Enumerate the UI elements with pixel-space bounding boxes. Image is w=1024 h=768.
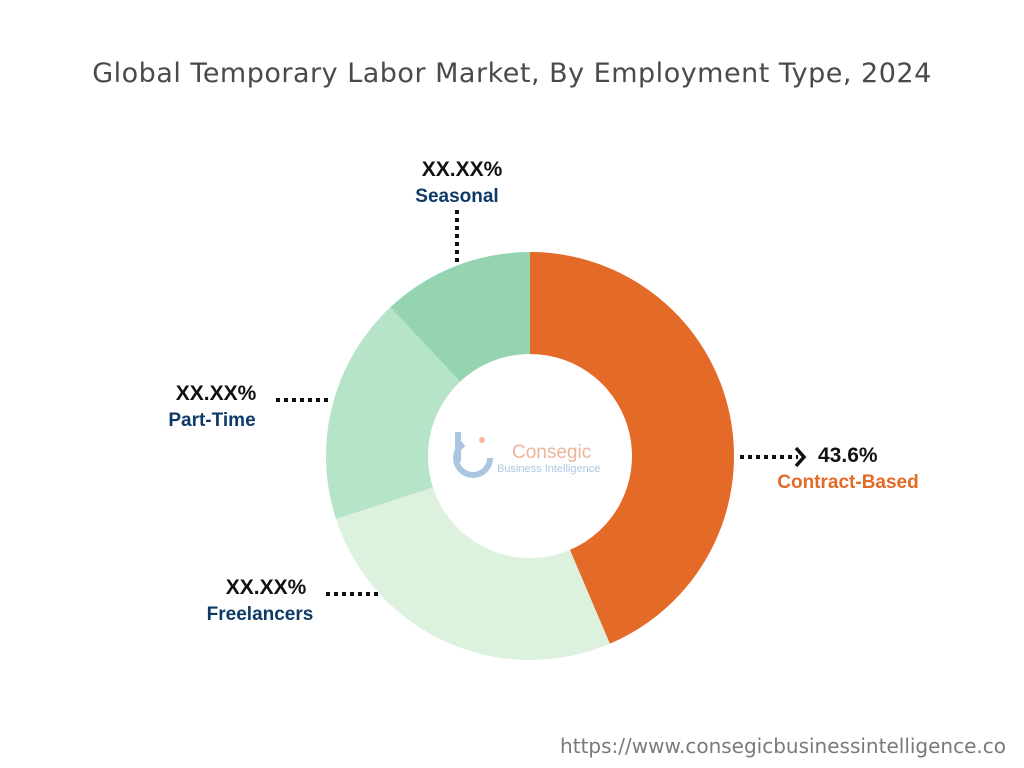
value-label-contract-based: 43.6%	[818, 444, 878, 467]
category-label-contract-based: Contract-Based	[777, 472, 918, 493]
value-label-part-time: XX.XX%	[176, 382, 257, 405]
chart-title: Global Temporary Labor Market, By Employ…	[92, 58, 932, 89]
leader-arrow-contract-based	[794, 446, 807, 468]
category-label-seasonal: Seasonal	[415, 186, 498, 207]
logo-subtitle: Business Intelligence	[497, 463, 600, 475]
donut-slices	[325, 252, 734, 660]
consegic-logo: Consegic Business Intelligence	[453, 432, 600, 478]
category-label-freelancers: Freelancers	[207, 604, 314, 625]
category-label-part-time: Part-Time	[168, 410, 255, 431]
data-labels: 43.6% Contract-Based XX.XX% Freelancers XX.X…	[168, 158, 918, 625]
slice-contract-based	[530, 252, 734, 644]
source-url[interactable]: https://www.consegicbusinessintelligence…	[560, 734, 1006, 758]
value-label-seasonal: XX.XX%	[422, 158, 503, 181]
slice-part-time	[325, 307, 461, 520]
slice-seasonal	[390, 252, 530, 382]
label-leaders	[276, 210, 807, 596]
value-label-freelancers: XX.XX%	[226, 576, 307, 599]
logo-name: Consegic	[512, 442, 591, 463]
slice-freelancers	[335, 487, 610, 660]
